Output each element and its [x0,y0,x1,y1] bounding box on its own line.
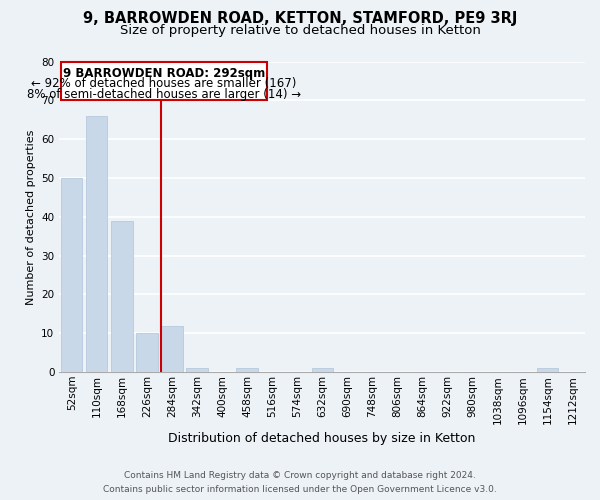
Bar [236,368,257,372]
Text: 8% of semi-detached houses are larger (14) →: 8% of semi-detached houses are larger (1… [27,88,301,101]
Bar [311,368,333,372]
Text: Size of property relative to detached houses in Ketton: Size of property relative to detached ho… [119,24,481,37]
Bar [187,368,208,372]
Text: ← 92% of detached houses are smaller (167): ← 92% of detached houses are smaller (16… [31,77,297,90]
Y-axis label: Number of detached properties: Number of detached properties [26,129,36,304]
Text: 9 BARROWDEN ROAD: 292sqm: 9 BARROWDEN ROAD: 292sqm [63,68,265,80]
Bar [86,116,107,372]
Bar [61,178,82,372]
Bar [111,220,133,372]
Bar [136,334,158,372]
X-axis label: Distribution of detached houses by size in Ketton: Distribution of detached houses by size … [169,432,476,445]
Bar [161,326,182,372]
FancyBboxPatch shape [61,62,267,100]
Bar [537,368,558,372]
Text: 9, BARROWDEN ROAD, KETTON, STAMFORD, PE9 3RJ: 9, BARROWDEN ROAD, KETTON, STAMFORD, PE9… [83,11,517,26]
Text: Contains HM Land Registry data © Crown copyright and database right 2024.
Contai: Contains HM Land Registry data © Crown c… [103,472,497,494]
